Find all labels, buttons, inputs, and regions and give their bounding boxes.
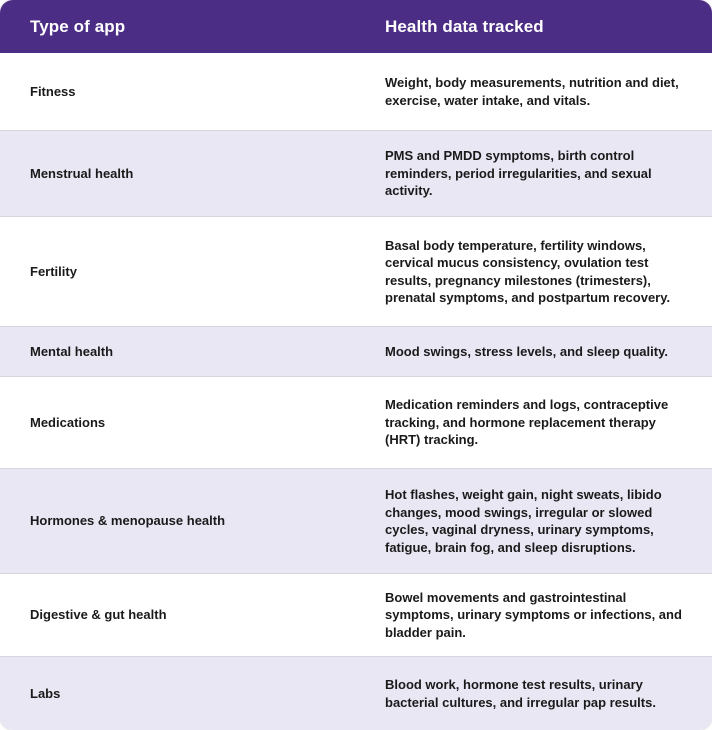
app-type-label: Labs bbox=[30, 685, 61, 701]
app-type-label: Medications bbox=[30, 414, 106, 430]
table-row-digestive-gut-health: Digestive & gut health Bowel movements a… bbox=[0, 573, 712, 656]
app-type-label: Fertility bbox=[30, 263, 77, 279]
health-data-text: Weight, body measurements, nutrition and… bbox=[385, 75, 679, 108]
health-data-text: Blood work, hormone test results, urinar… bbox=[385, 677, 656, 710]
table-header-row: Type of app Health data tracked bbox=[0, 0, 712, 53]
app-type-label: Hormones & menopause health bbox=[30, 513, 226, 528]
table-row-labs: Labs Blood work, hormone test results, u… bbox=[0, 656, 712, 730]
health-data-text: Hot flashes, weight gain, night sweats, … bbox=[385, 487, 662, 555]
table-row-menstrual-health: Menstrual health PMS and PMDD symptoms, … bbox=[0, 130, 712, 216]
header-health-data-tracked: Health data tracked bbox=[385, 16, 544, 36]
app-type-label: Digestive & gut health bbox=[30, 607, 167, 622]
health-data-text: Mood swings, stress levels, and sleep qu… bbox=[385, 343, 668, 359]
app-type-label: Menstrual health bbox=[30, 165, 134, 181]
app-type-label: Mental health bbox=[30, 343, 114, 359]
health-data-text: Medication reminders and logs, contracep… bbox=[385, 397, 669, 448]
health-data-text: Bowel movements and gastrointestinal sym… bbox=[385, 589, 682, 640]
health-data-text: PMS and PMDD symptoms, birth control rem… bbox=[385, 148, 652, 199]
table-row-hormones-menopause-health: Hormones & menopause health Hot flashes,… bbox=[0, 468, 712, 573]
table-row-medications: Medications Medication reminders and log… bbox=[0, 376, 712, 468]
table-row-mental-health: Mental health Mood swings, stress levels… bbox=[0, 326, 712, 376]
table-row-fitness: Fitness Weight, body measurements, nutri… bbox=[0, 53, 712, 130]
table-row-fertility: Fertility Basal body temperature, fertil… bbox=[0, 216, 712, 326]
app-type-label: Fitness bbox=[30, 83, 76, 99]
header-type-of-app: Type of app bbox=[30, 16, 126, 36]
health-data-text: Basal body temperature, fertility window… bbox=[385, 237, 671, 306]
